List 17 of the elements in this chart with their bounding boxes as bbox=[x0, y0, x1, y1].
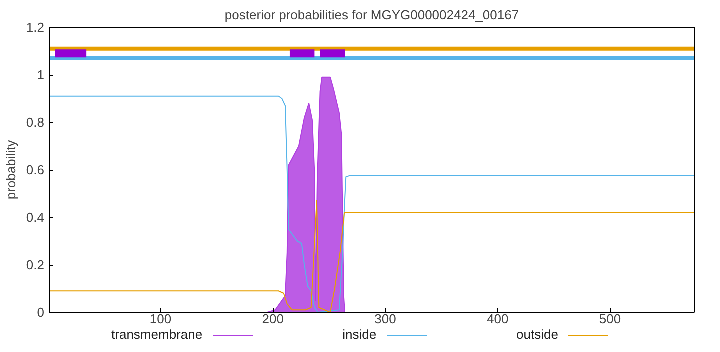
x-tick-label: 300 bbox=[374, 312, 396, 326]
y-tick-label: 0.2 bbox=[26, 258, 45, 272]
y-tick-label: 1.2 bbox=[26, 20, 45, 35]
y-axis-title: probability bbox=[3, 140, 18, 200]
legend-label: transmembrane bbox=[112, 326, 203, 344]
legend-label: inside bbox=[342, 326, 377, 344]
legend-label: outside bbox=[516, 326, 558, 344]
y-tick-label: 0.4 bbox=[26, 210, 45, 225]
y-tick-label: 0 bbox=[37, 305, 45, 320]
y-tick-label: 1 bbox=[37, 68, 45, 82]
y-tick-label: 0.8 bbox=[26, 115, 45, 130]
y-tick-label: 0.6 bbox=[26, 162, 45, 178]
x-tick-label: 400 bbox=[487, 312, 509, 326]
x-tick-label: 100 bbox=[150, 312, 172, 326]
x-tick-label: 500 bbox=[599, 312, 622, 326]
chart-title: posterior probabilities for MGYG000002424_00167 bbox=[224, 8, 520, 22]
x-tick-label: 200 bbox=[262, 312, 284, 326]
